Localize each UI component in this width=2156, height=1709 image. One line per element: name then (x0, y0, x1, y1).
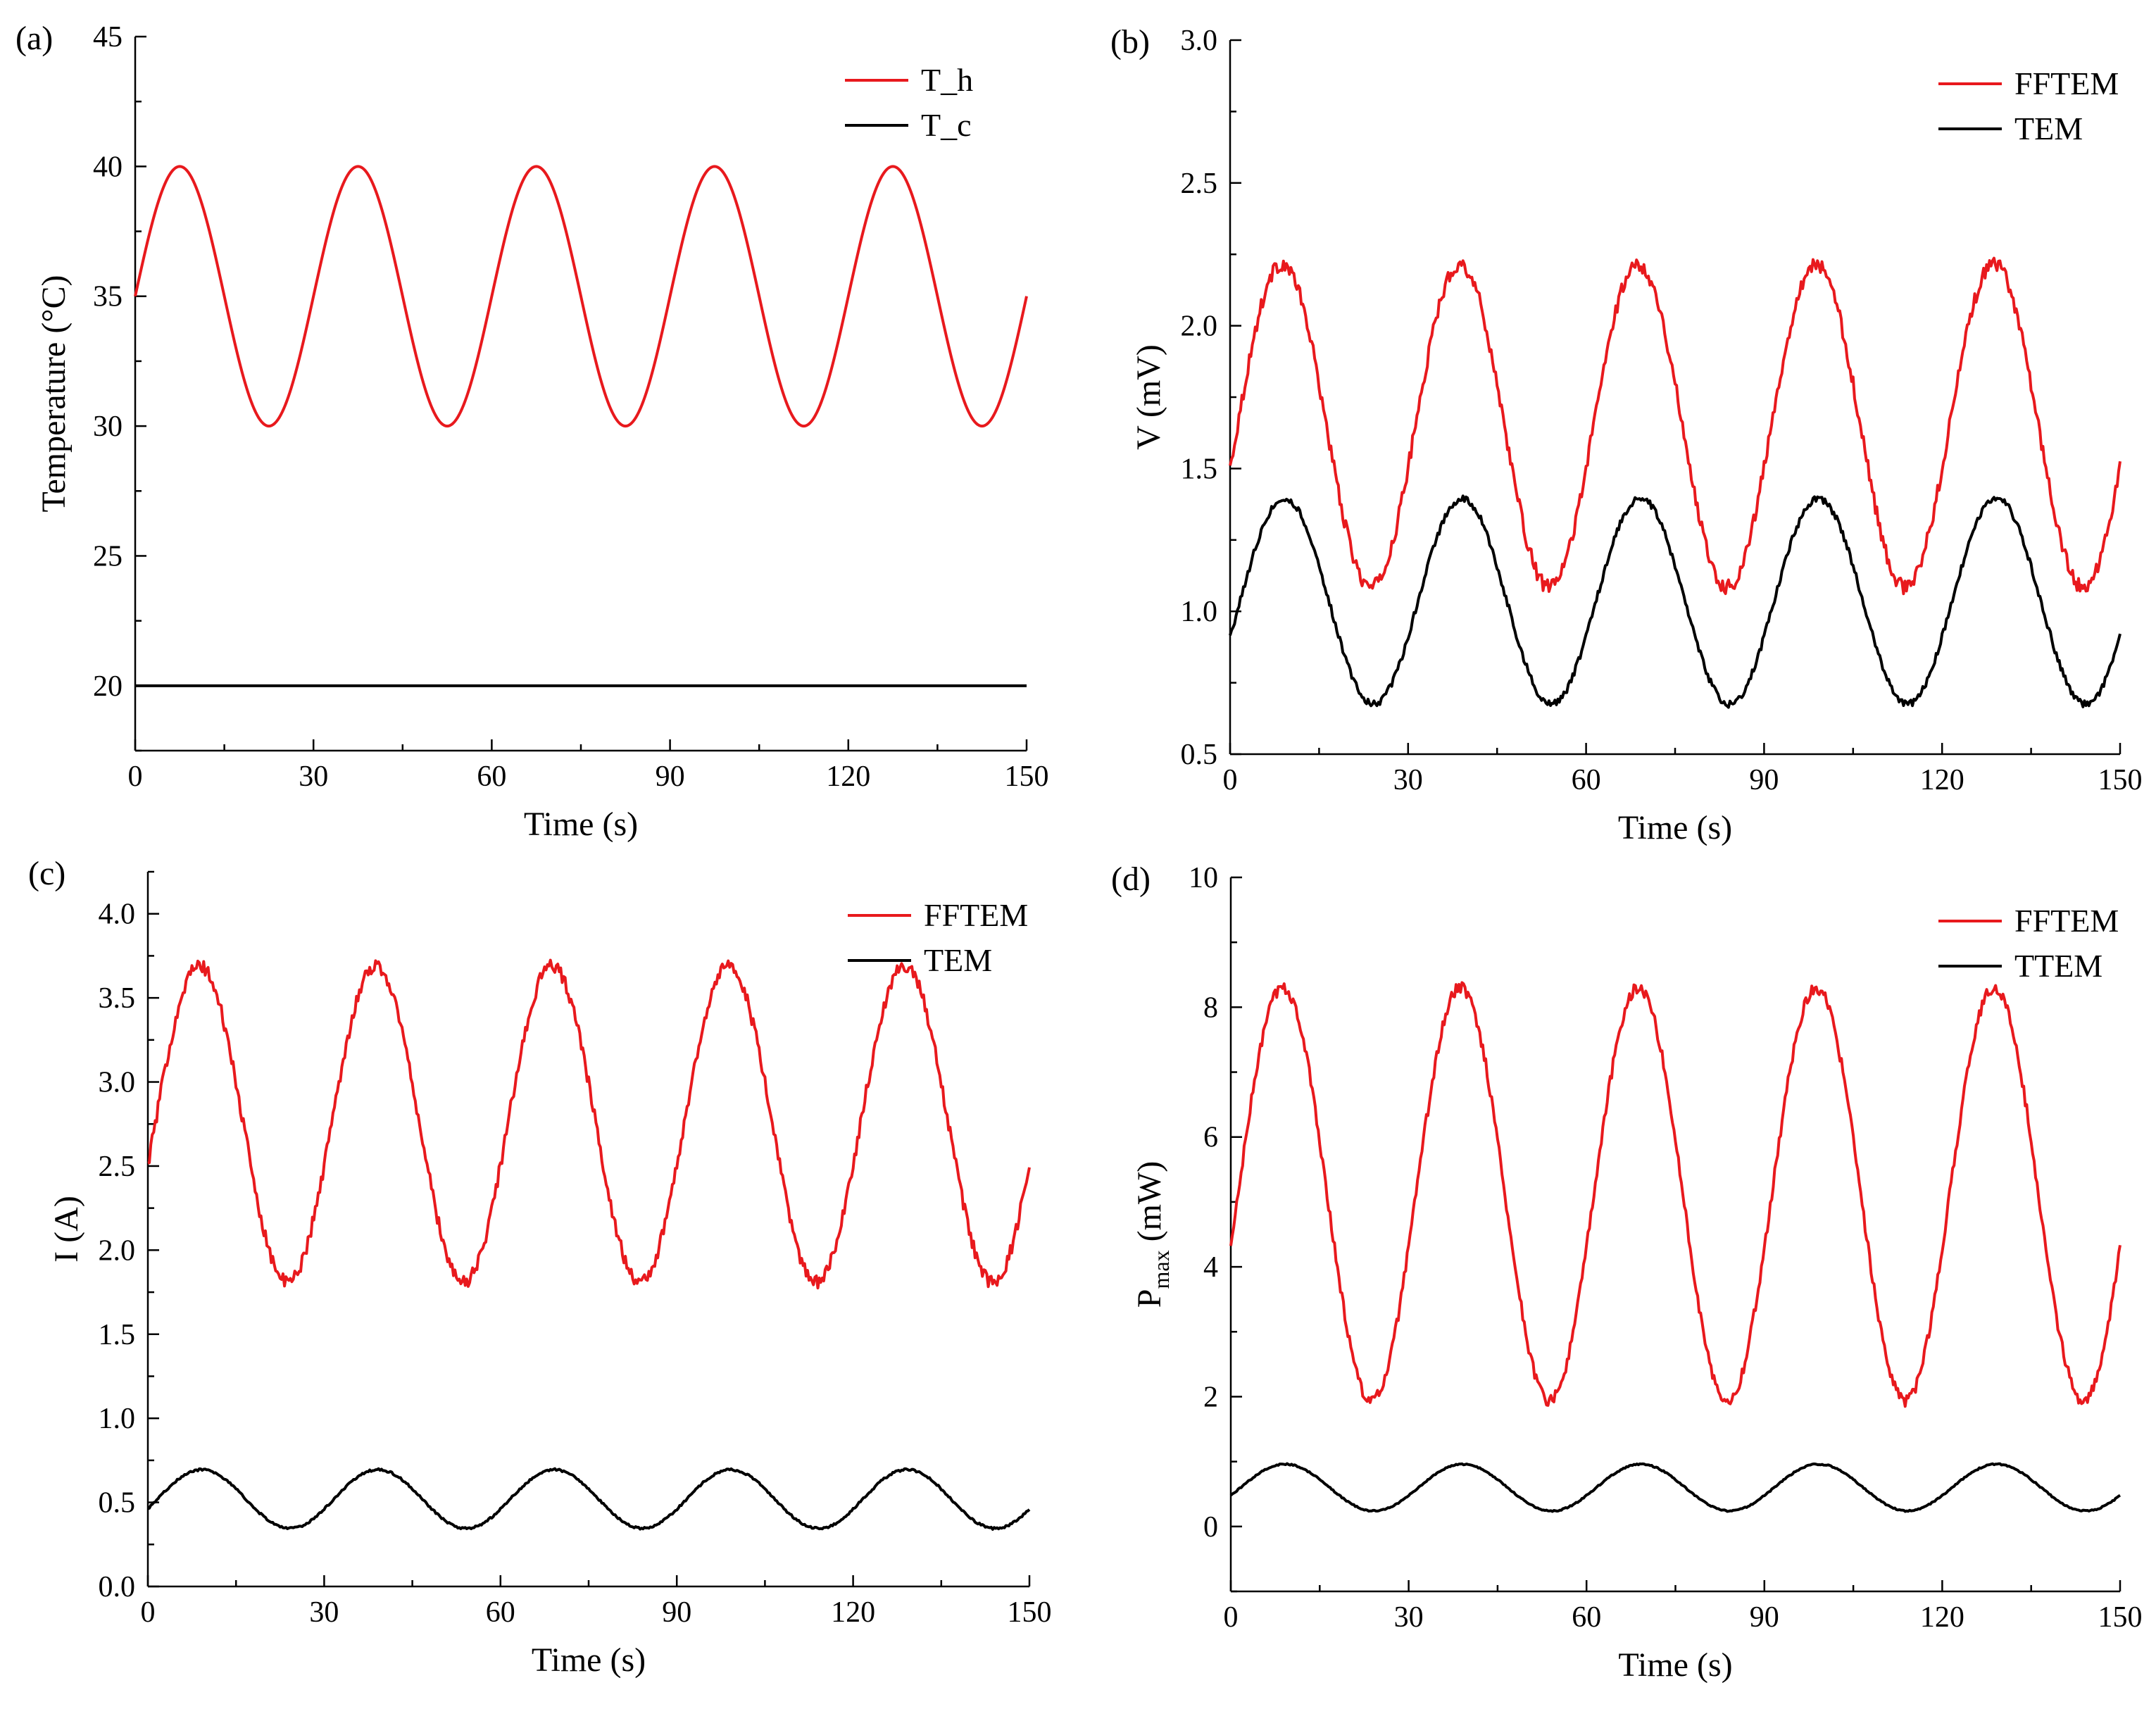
y-tick-label: 1.0 (1181, 596, 1218, 628)
y-axis-label: I (A) (48, 1196, 85, 1263)
y-tick-label: 4.0 (99, 899, 136, 931)
x-tick-label: 150 (1005, 760, 1049, 793)
panel-label: (d) (1111, 860, 1151, 898)
panel-label: (b) (1110, 23, 1150, 61)
x-axis-label: Time (s) (524, 806, 638, 843)
legend-label: T_h (921, 62, 973, 98)
y-axis-label: Temperature (°C) (35, 275, 73, 512)
y-tick-label: 2.0 (99, 1234, 136, 1267)
y-tick-label: 0 (1203, 1511, 1218, 1544)
x-axis-label: Time (s) (532, 1641, 646, 1679)
x-tick-label: 120 (826, 760, 870, 793)
x-tick-label: 120 (1920, 1601, 1964, 1634)
y-tick-label: 8 (1203, 991, 1218, 1024)
x-tick-label: 0 (141, 1596, 156, 1629)
x-tick-label: 30 (309, 1596, 339, 1629)
x-tick-label: 0 (128, 760, 143, 793)
x-tick-label: 150 (2098, 764, 2143, 796)
x-tick-label: 30 (299, 760, 328, 793)
legend: T_h T_c (845, 62, 973, 143)
y-tick-label: 0.5 (1181, 739, 1218, 771)
chart-panel-a: (a) 0 30 60 90 120 150 20 25 30 35 40 45 Time (s) Temp… (15, 20, 1049, 843)
series-line-fftem (1229, 256, 2121, 596)
x-tick-label: 60 (1572, 1601, 1601, 1634)
y-tick-label: 6 (1203, 1122, 1218, 1154)
y-tick-label: 1.5 (99, 1319, 136, 1351)
y-tick-label: 2.5 (1181, 168, 1218, 200)
legend-label: FFTEM (2014, 65, 2119, 101)
x-tick-label: 60 (1572, 764, 1601, 796)
series-line-ttem (1229, 1462, 2121, 1513)
x-axis-label: Time (s) (1618, 809, 1732, 846)
y-tick-label: 35 (93, 281, 123, 313)
legend-label: TTEM (2014, 948, 2102, 984)
y-tick-label: 2.0 (1181, 311, 1218, 343)
y-tick-label: 40 (93, 151, 123, 183)
legend: FFTEM TEM (848, 897, 1028, 978)
series-line-t-h (134, 165, 1028, 428)
y-tick-label: 0.0 (99, 1571, 136, 1603)
x-tick-label: 0 (1224, 1601, 1239, 1634)
y-tick-label: 3.0 (99, 1067, 136, 1099)
y-axis-label: V (mV) (1130, 344, 1167, 450)
y-tick-label: 4 (1203, 1251, 1218, 1284)
y-tick-label: 2.5 (99, 1151, 136, 1183)
chart-panel-d: (d) 0 30 60 90 120 150 0 2 4 6 8 10 Time (s) Pmax (mW)… (1111, 860, 2143, 1684)
panel-label: (a) (15, 20, 53, 57)
y-tick-label: 30 (93, 411, 123, 443)
x-tick-label: 30 (1394, 1601, 1424, 1634)
y-tick-label: 1.0 (99, 1403, 136, 1435)
legend: FFTEM TTEM (1938, 903, 2119, 984)
panel-label: (c) (28, 855, 65, 892)
x-tick-label: 90 (1750, 1601, 1779, 1634)
legend-label: TEM (924, 942, 992, 978)
x-tick-label: 120 (1920, 764, 1964, 796)
series-line-fftem (1229, 981, 2121, 1408)
x-tick-label: 30 (1393, 764, 1423, 796)
x-tick-label: 0 (1223, 764, 1238, 796)
legend: FFTEM TEM (1938, 65, 2119, 146)
series-line-fftem (147, 958, 1031, 1290)
legend-label: T_c (921, 107, 972, 143)
x-tick-label: 90 (656, 760, 685, 793)
y-tick-label: 1.5 (1181, 453, 1218, 485)
x-axis-label: Time (s) (1618, 1646, 1732, 1684)
series-line-tem (1229, 494, 2121, 709)
y-tick-label: 2 (1203, 1381, 1218, 1413)
y-tick-label: 20 (93, 670, 123, 703)
legend-label: FFTEM (2014, 903, 2119, 939)
x-tick-label: 60 (486, 1596, 515, 1629)
y-axis-label: Pmax (mW) (1131, 1161, 1174, 1308)
y-tick-label: 25 (93, 540, 123, 572)
series-line-tem (147, 1467, 1031, 1531)
y-tick-label: 10 (1189, 862, 1218, 894)
x-tick-label: 120 (831, 1596, 875, 1629)
chart-panel-c: (c) 0 30 60 90 120 150 0.0 0.5 1.0 1.5 2.0 2.5 3.0 3.5… (28, 855, 1052, 1679)
y-tick-label: 3.5 (99, 982, 136, 1015)
y-tick-label: 0.5 (99, 1487, 136, 1520)
legend-label: TEM (2014, 111, 2083, 146)
y-tick-label: 3.0 (1181, 25, 1218, 57)
x-tick-label: 90 (1749, 764, 1779, 796)
x-tick-label: 150 (1008, 1596, 1052, 1629)
y-tick-label: 45 (93, 21, 123, 54)
x-tick-label: 60 (477, 760, 506, 793)
x-tick-label: 90 (662, 1596, 691, 1629)
chart-panel-b: (b) 0 30 60 90 120 150 0.5 1.0 1.5 2.0 2.5 3.0 Time (… (1110, 23, 2143, 846)
x-tick-label: 150 (2098, 1601, 2143, 1634)
legend-label: FFTEM (924, 897, 1028, 933)
